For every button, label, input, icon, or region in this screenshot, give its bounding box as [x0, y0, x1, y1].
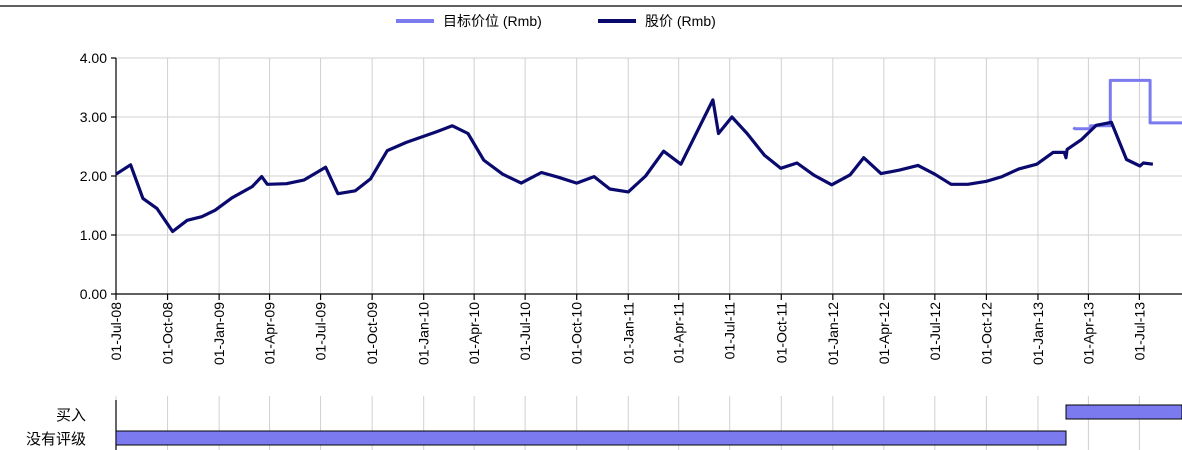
- rating-label-not-rated: 没有评级: [26, 431, 86, 448]
- series-lines: [115, 78, 1182, 234]
- x-tick-label: 01-Apr-11: [671, 302, 687, 363]
- share-price-line: [115, 98, 1154, 234]
- x-tick-label: 01-Oct-09: [364, 302, 380, 364]
- x-tick-label: 01-Apr-10: [466, 302, 482, 364]
- x-tick-label: 01-Jul-08: [108, 302, 124, 361]
- y-tick-label: 1.00: [80, 227, 107, 243]
- gridlines: [115, 57, 1182, 450]
- x-tick-label: 01-Oct-08: [160, 302, 176, 364]
- x-tick-label: 01-Jul-10: [517, 302, 533, 361]
- rating-bands: 买入 没有评级: [26, 400, 1182, 450]
- target-price-line: [1072, 78, 1182, 131]
- y-tick-label: 0.00: [80, 286, 107, 302]
- rating-bar-not-rated: [115, 430, 1067, 446]
- x-tick-label: 01-Oct-11: [773, 302, 789, 363]
- x-tick-label: 01-Jan-09: [211, 302, 227, 365]
- x-axis: 01-Jul-08 01-Oct-08 01-Jan-09 01-Apr-09 01-J…: [108, 293, 1182, 365]
- x-tick-label: 01-Jul-09: [313, 302, 329, 361]
- x-tick-label: 01-Jan-10: [416, 302, 432, 365]
- y-axis: 0.00 1.00 2.00 3.00 4.00: [80, 50, 117, 302]
- x-tick-label: 01-Jul-11: [722, 302, 738, 360]
- x-tick-label: 01-Apr-12: [876, 302, 892, 364]
- rating-bar-buy: [1065, 404, 1182, 420]
- x-tick-label: 01-Oct-12: [978, 302, 994, 364]
- legend: 目标价位 (Rmb) 股价 (Rmb): [396, 13, 716, 29]
- legend-target-price-label: 目标价位 (Rmb): [443, 13, 542, 29]
- y-tick-label: 3.00: [80, 109, 107, 125]
- y-tick-label: 2.00: [80, 168, 107, 184]
- x-tick-label: 01-Oct-10: [569, 302, 585, 364]
- rating-label-buy: 买入: [56, 407, 86, 424]
- y-tick-label: 4.00: [80, 50, 107, 66]
- x-tick-label: 01-Jul-12: [927, 302, 943, 361]
- x-tick-label: 01-Jul-13: [1131, 302, 1147, 361]
- x-tick-label: 01-Apr-13: [1080, 302, 1096, 364]
- legend-share-price-label: 股价 (Rmb): [645, 13, 716, 29]
- x-tick-label: 01-Jan-11: [620, 302, 636, 364]
- x-tick-label: 01-Jan-12: [825, 302, 841, 365]
- x-tick-label: 01-Apr-09: [262, 302, 278, 364]
- x-tick-label: 01-Jan-13: [1030, 302, 1046, 365]
